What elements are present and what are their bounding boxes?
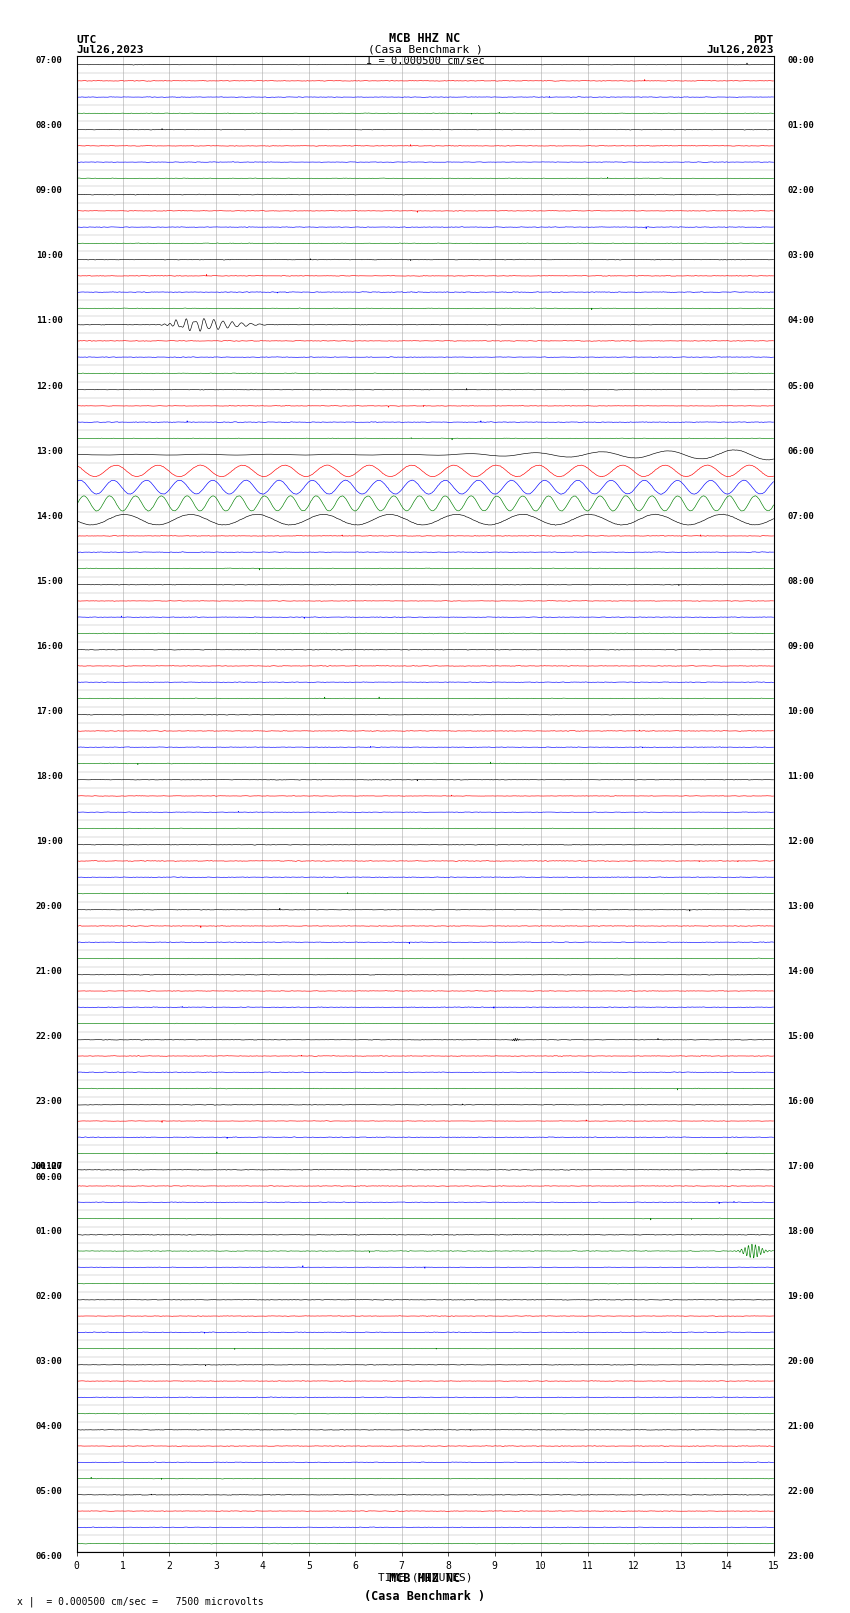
Text: MCB HHZ NC: MCB HHZ NC <box>389 32 461 45</box>
Text: 08:00: 08:00 <box>787 576 814 586</box>
Text: 07:00: 07:00 <box>787 511 814 521</box>
Text: 17:00: 17:00 <box>36 706 63 716</box>
Text: 09:00: 09:00 <box>787 642 814 650</box>
Text: 14:00: 14:00 <box>787 966 814 976</box>
Text: 04:00: 04:00 <box>787 316 814 326</box>
Text: UTC: UTC <box>76 35 97 45</box>
Text: 11:00: 11:00 <box>787 771 814 781</box>
Text: 18:00: 18:00 <box>787 1226 814 1236</box>
Text: x |  = 0.000500 cm/sec =   7500 microvolts: x | = 0.000500 cm/sec = 7500 microvolts <box>17 1595 264 1607</box>
Text: Jul26,2023: Jul26,2023 <box>706 45 774 55</box>
Text: 21:00: 21:00 <box>787 1421 814 1431</box>
Text: 10:00: 10:00 <box>787 706 814 716</box>
Text: 14:00: 14:00 <box>36 511 63 521</box>
Text: 13:00: 13:00 <box>787 902 814 911</box>
Text: 07:00: 07:00 <box>36 56 63 66</box>
Text: 02:00: 02:00 <box>787 187 814 195</box>
Text: 08:00: 08:00 <box>36 121 63 131</box>
Text: (Casa Benchmark ): (Casa Benchmark ) <box>367 45 483 55</box>
Text: Jul127: Jul127 <box>31 1161 63 1171</box>
Text: 12:00: 12:00 <box>787 837 814 845</box>
Text: 23:00: 23:00 <box>36 1097 63 1105</box>
Text: 02:00: 02:00 <box>36 1292 63 1300</box>
Text: I = 0.000500 cm/sec: I = 0.000500 cm/sec <box>366 56 484 66</box>
Text: 19:00: 19:00 <box>787 1292 814 1300</box>
X-axis label: TIME (MINUTES): TIME (MINUTES) <box>377 1573 473 1582</box>
Text: 03:00: 03:00 <box>36 1357 63 1366</box>
Text: 23:00: 23:00 <box>787 1552 814 1561</box>
Text: 04:00: 04:00 <box>36 1421 63 1431</box>
Text: 20:00: 20:00 <box>787 1357 814 1366</box>
Text: 12:00: 12:00 <box>36 382 63 390</box>
Text: 16:00: 16:00 <box>787 1097 814 1105</box>
Text: 06:00: 06:00 <box>36 1552 63 1561</box>
Text: 11:00: 11:00 <box>36 316 63 326</box>
Text: 03:00: 03:00 <box>787 252 814 260</box>
Text: 22:00: 22:00 <box>36 1032 63 1040</box>
Text: 20:00: 20:00 <box>36 902 63 911</box>
Text: 00:00: 00:00 <box>36 1173 63 1182</box>
Text: 06:00: 06:00 <box>787 447 814 455</box>
Text: 05:00: 05:00 <box>36 1487 63 1495</box>
Text: 15:00: 15:00 <box>787 1032 814 1040</box>
Text: 17:00: 17:00 <box>787 1161 814 1171</box>
Text: 01:00: 01:00 <box>787 121 814 131</box>
Text: 15:00: 15:00 <box>36 576 63 586</box>
Text: 21:00: 21:00 <box>36 966 63 976</box>
Text: 00:00: 00:00 <box>36 1161 63 1171</box>
Text: 22:00: 22:00 <box>787 1487 814 1495</box>
Text: 16:00: 16:00 <box>36 642 63 650</box>
Text: 18:00: 18:00 <box>36 771 63 781</box>
Text: 10:00: 10:00 <box>36 252 63 260</box>
Text: 05:00: 05:00 <box>787 382 814 390</box>
Text: 09:00: 09:00 <box>36 187 63 195</box>
Text: 19:00: 19:00 <box>36 837 63 845</box>
Text: 13:00: 13:00 <box>36 447 63 455</box>
Text: 00:00: 00:00 <box>787 56 814 66</box>
Text: (Casa Benchmark ): (Casa Benchmark ) <box>365 1589 485 1603</box>
Text: MCB HHZ NC: MCB HHZ NC <box>389 1571 461 1584</box>
Text: Jul26,2023: Jul26,2023 <box>76 45 144 55</box>
Text: 01:00: 01:00 <box>36 1226 63 1236</box>
Text: PDT: PDT <box>753 35 774 45</box>
